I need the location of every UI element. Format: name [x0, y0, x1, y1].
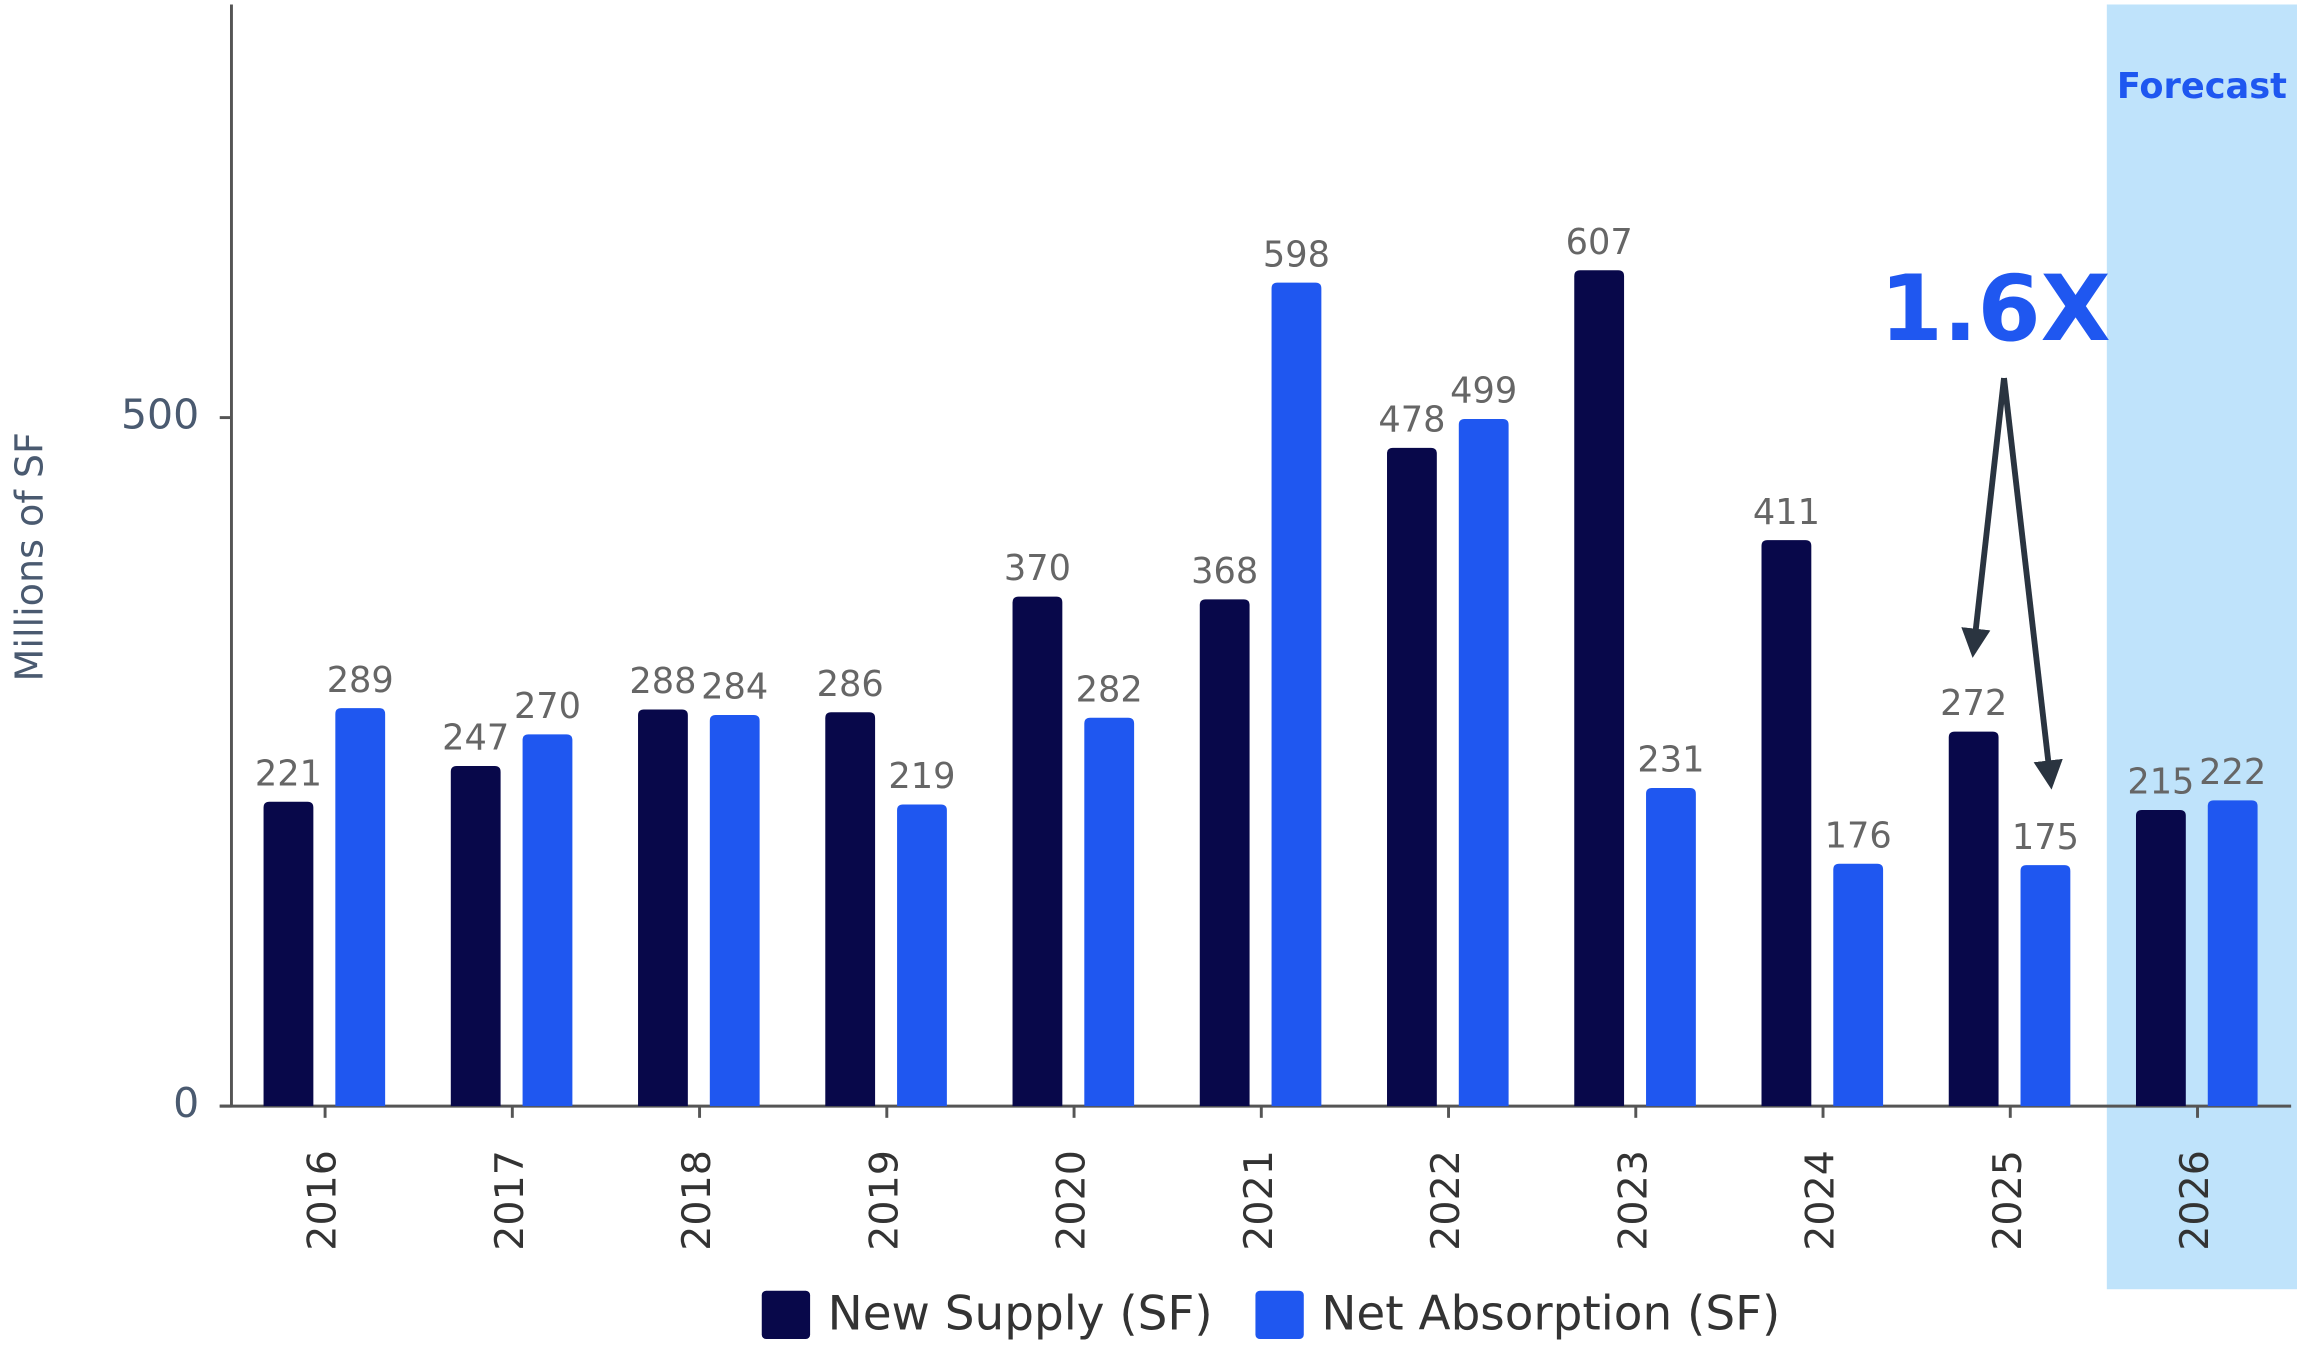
value-label: 282 — [1076, 669, 1143, 710]
bar — [825, 712, 876, 1107]
value-label: 221 — [255, 753, 322, 794]
value-label: 272 — [1940, 683, 2007, 724]
value-label: 598 — [1263, 234, 1330, 275]
bar — [2135, 810, 2186, 1107]
annotation: 1.6X — [1880, 257, 2111, 362]
bar — [335, 708, 386, 1107]
bar — [1387, 447, 1437, 1107]
y-tick-label: 500 — [121, 391, 199, 439]
forecast-label: Forecast — [2117, 66, 2287, 107]
y-tick-label: 0 — [173, 1079, 199, 1127]
x-tick-label: 2024 — [1798, 1150, 1844, 1251]
x-tick-label: 2017 — [487, 1150, 533, 1251]
x-tick-label: 2020 — [1049, 1150, 1095, 1251]
value-label: 478 — [1378, 400, 1445, 441]
value-label: 607 — [1566, 222, 1633, 263]
legend-swatch — [761, 1290, 811, 1340]
value-label: 368 — [1191, 551, 1258, 592]
value-label: 219 — [888, 756, 955, 797]
value-label: 286 — [817, 664, 884, 705]
legend-swatch — [1255, 1290, 1304, 1340]
bar — [1271, 282, 1322, 1107]
value-label: 270 — [514, 686, 581, 727]
value-label: 215 — [2127, 762, 2194, 803]
bar — [1574, 270, 1625, 1107]
x-tick-label: 2021 — [1236, 1150, 1282, 1251]
x-tick-label: 2025 — [1985, 1150, 2031, 1251]
bar — [1646, 788, 1696, 1107]
value-label: 222 — [2199, 752, 2266, 793]
annotation-arrow — [1961, 377, 2007, 658]
value-label: 175 — [2012, 817, 2079, 858]
forecast-region — [2106, 4, 2297, 1290]
bar — [522, 734, 573, 1107]
bar — [638, 709, 688, 1107]
value-label: 284 — [701, 667, 768, 708]
x-tick-label: 2018 — [674, 1150, 720, 1251]
x-tick-label: 2016 — [300, 1150, 346, 1251]
bar — [1761, 540, 1812, 1107]
value-label: 176 — [1825, 815, 1892, 856]
value-label: 499 — [1450, 371, 1517, 412]
y-axis-label: Millions of SF — [8, 432, 52, 681]
bar — [2020, 865, 2071, 1107]
bar — [263, 801, 314, 1107]
bar — [1833, 863, 1884, 1107]
bar — [1084, 717, 1135, 1107]
value-label: 289 — [327, 660, 394, 701]
bar — [1948, 731, 1999, 1107]
value-label: 231 — [1637, 740, 1704, 781]
value-label: 247 — [442, 718, 509, 759]
bar — [897, 804, 947, 1107]
x-tick-label: 2019 — [861, 1150, 907, 1251]
value-label: 370 — [1004, 548, 1071, 589]
legend-label: New Supply (SF) — [828, 1287, 1213, 1342]
bar — [1199, 599, 1250, 1107]
bar — [709, 715, 760, 1107]
bar — [450, 765, 501, 1107]
value-label: 288 — [629, 661, 696, 702]
annotation-arrow — [2001, 377, 2063, 790]
bar — [1458, 418, 1509, 1107]
bar — [1012, 596, 1063, 1107]
x-tick-label: 2026 — [2172, 1150, 2218, 1251]
bar — [2207, 800, 2258, 1107]
x-tick-label: 2023 — [1610, 1150, 1656, 1251]
legend-label: Net Absorption (SF) — [1321, 1287, 1780, 1342]
x-tick-label: 2022 — [1423, 1150, 1469, 1251]
value-label: 411 — [1753, 492, 1820, 533]
